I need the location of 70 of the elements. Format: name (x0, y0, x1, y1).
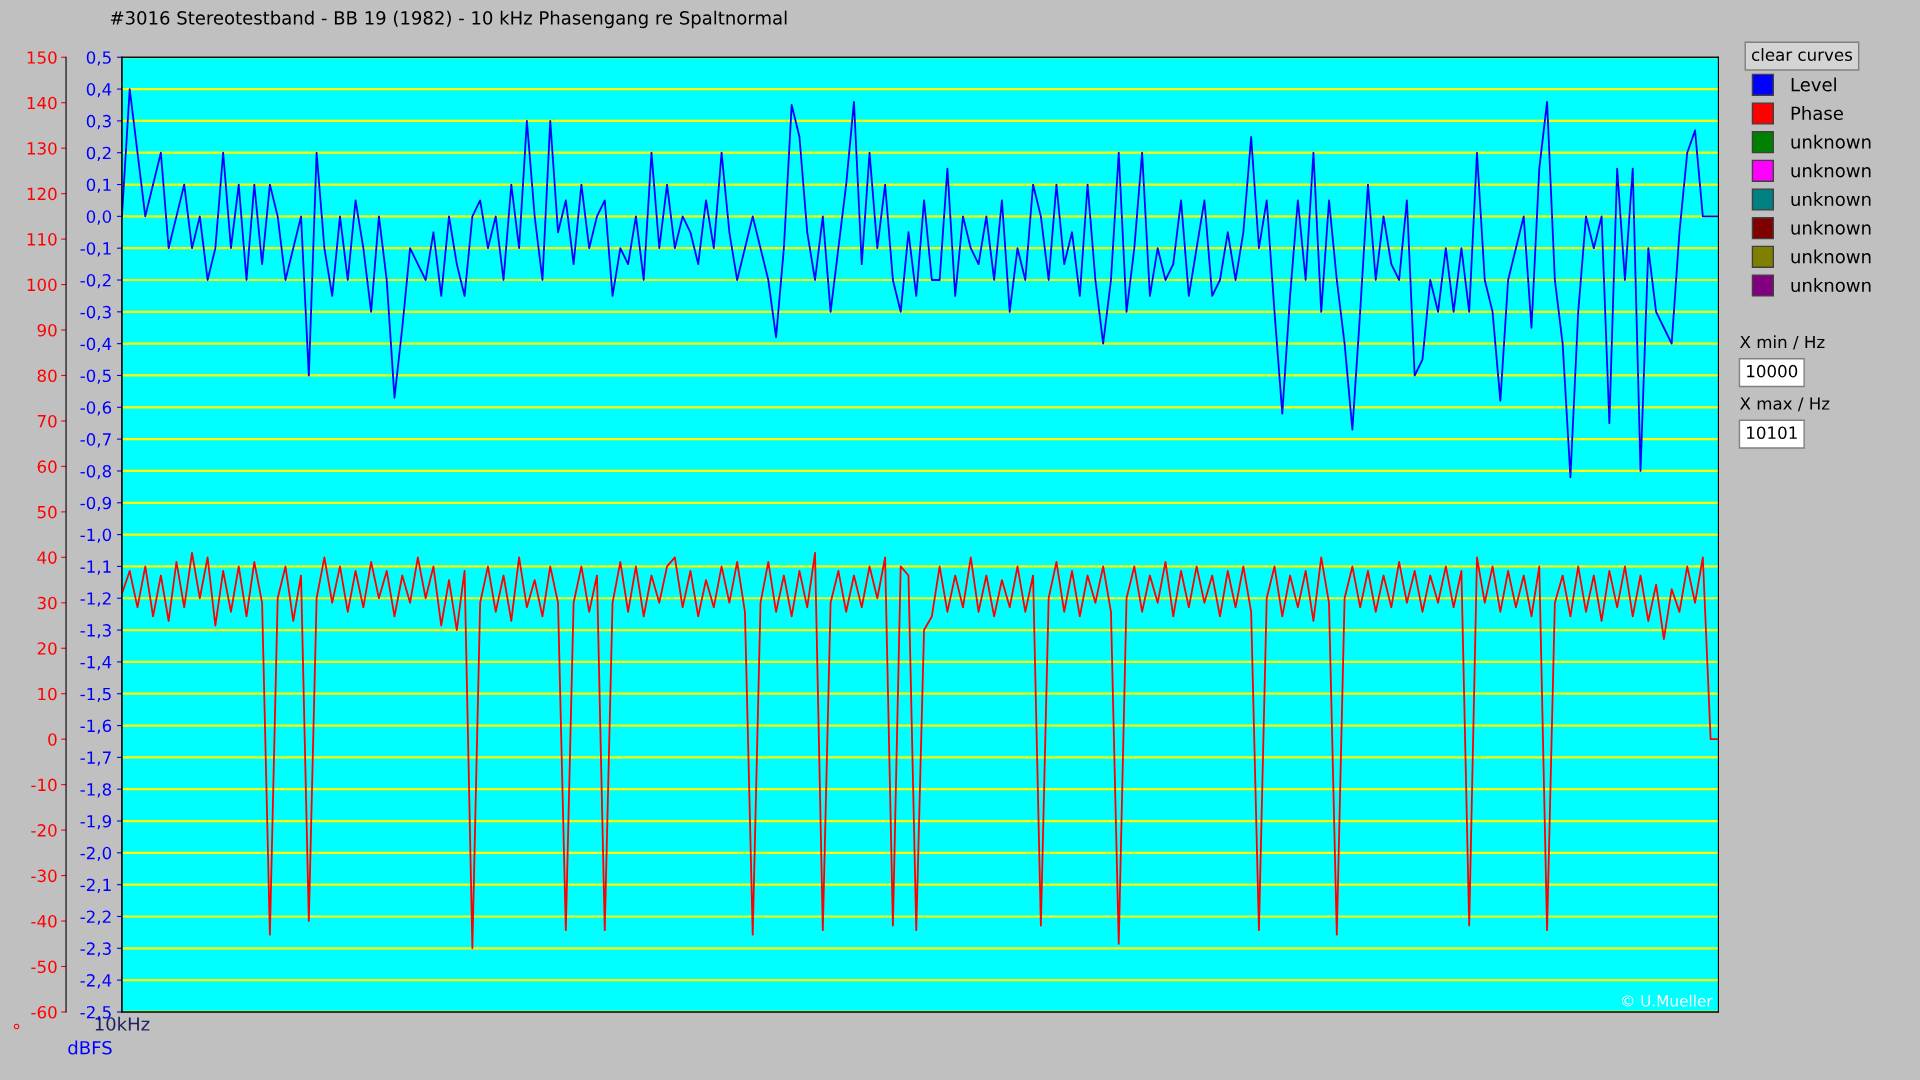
y-tick-label: -1,9 (80, 814, 112, 830)
y2-tick-label: 0 (48, 733, 57, 746)
y-tick-label: 0,0 (86, 210, 112, 225)
y2-tick-label: 20 (37, 642, 57, 655)
y2-tick-label: 150 (27, 51, 57, 64)
y-tick-label: -2,4 (80, 974, 112, 989)
y-tick-label: -1,0 (80, 528, 112, 543)
y-tick-label: 0,3 (86, 114, 111, 130)
text: 10000 (1747, 364, 1798, 378)
y2-tick-label: 110 (27, 233, 57, 246)
y2-tick-label: 50 (37, 505, 57, 519)
y2-tick-label: -10 (31, 778, 57, 792)
y-tick-label: -0,9 (80, 496, 112, 512)
y-tick-label: -0,3 (80, 305, 111, 321)
y-tick-label: -2,1 (80, 878, 111, 893)
y-tick-label: -1,3 (80, 624, 111, 639)
text: X min / Hz (1740, 335, 1825, 350)
y2-tick-label: 120 (27, 187, 57, 201)
legend-label: unknown (1791, 163, 1871, 178)
y-tick-label: 0,5 (86, 51, 111, 66)
y-tick-label: -1,1 (80, 560, 111, 575)
y-tick-label: -0,5 (80, 369, 111, 384)
y2-tick-label: 100 (27, 278, 57, 292)
y-tick-label: 0,4 (86, 83, 112, 98)
y2-tick-label: 80 (37, 369, 57, 383)
y2-tick-label: 40 (37, 551, 57, 564)
y-axis-title: dBFS (68, 1040, 112, 1055)
y2-tick-label: 10 (38, 687, 57, 701)
y2-tick-label: -20 (31, 824, 57, 837)
y2-tick-label: -60 (31, 1005, 57, 1019)
legend-label: Level (1791, 77, 1836, 92)
y2-tick-label: 130 (27, 142, 57, 155)
text: 10101 (1747, 426, 1797, 439)
y2-tick-label: 60 (37, 460, 57, 473)
y-tick-label: -0,7 (80, 433, 111, 448)
legend-label: unknown (1791, 278, 1871, 293)
y-tick-label: -1,6 (80, 719, 112, 734)
y2-tick-label: 140 (27, 96, 57, 110)
text: X max / Hz (1740, 397, 1830, 412)
annotation: © U.Mueller (1622, 994, 1713, 1007)
y2-axis-title: ° (13, 1023, 20, 1030)
legend-label: unknown (1791, 192, 1871, 207)
y-tick-label: -0,1 (80, 242, 111, 257)
legend-label: Phase (1791, 106, 1843, 121)
y2-tick-label: -30 (31, 869, 57, 883)
y-tick-label: -0,4 (80, 337, 112, 352)
y-tick-label: -0,6 (80, 401, 112, 416)
y-tick-label: -0,2 (80, 273, 111, 289)
y-tick-label: 0,2 (86, 146, 111, 161)
y-tick-label: -2,3 (80, 942, 111, 957)
y-tick-label: -1,8 (80, 783, 112, 798)
y2-tick-label: 70 (37, 414, 57, 428)
y-tick-label: -1,4 (80, 656, 112, 671)
legend-label: unknown (1791, 134, 1871, 149)
y-tick-label: -1,5 (80, 687, 111, 702)
y-tick-label: -2,2 (80, 910, 111, 925)
text: clear curves (1751, 48, 1853, 61)
y-tick-label: -1,7 (80, 751, 111, 766)
y2-tick-label: -50 (31, 960, 57, 974)
y2-tick-label: 90 (37, 323, 57, 337)
y-tick-label: -0,8 (80, 464, 112, 480)
y2-tick-label: 30 (37, 596, 57, 610)
chart-title: #3016 Stereotestband - BB 19 (1982) - 10 kHz Phasengang re Spaltnormal (110, 10, 787, 29)
legend-label: unknown (1791, 249, 1871, 264)
y-tick-label: 0,1 (86, 178, 111, 193)
legend-label: unknown (1791, 220, 1871, 235)
y-tick-label: -1,2 (80, 592, 111, 607)
y-tick-label: -2,0 (80, 846, 112, 862)
y2-tick-label: -40 (31, 915, 57, 928)
line-series (121, 551, 1719, 950)
